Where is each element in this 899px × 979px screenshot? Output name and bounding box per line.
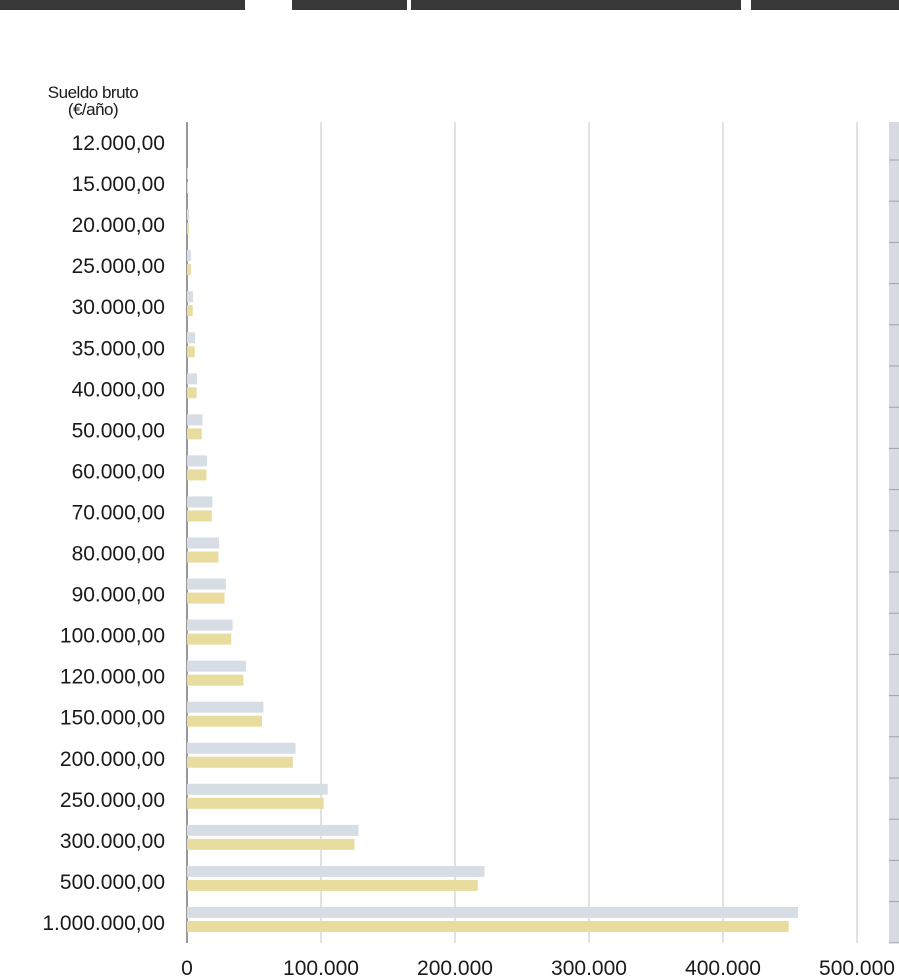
bar-series-2 [187, 756, 293, 768]
bar-series-1 [187, 824, 359, 836]
bar-series-1 [187, 865, 485, 877]
bar-series-2 [187, 674, 244, 686]
bar-series-1 [187, 455, 208, 467]
category-label: 60.000,00 [72, 460, 165, 483]
bar-series-2 [187, 797, 324, 809]
bar-series-1 [187, 209, 190, 221]
category-label: 150.000,00 [60, 707, 165, 730]
bar-series-2 [187, 469, 207, 481]
x-tick-label: 0 [181, 957, 193, 979]
x-tick-label: 400.000 [685, 957, 761, 979]
bar-series-1 [187, 537, 220, 549]
bar-series-2 [187, 387, 197, 399]
bar-series-1 [187, 250, 192, 262]
bar-series-2 [187, 715, 263, 727]
bar-series-2 [187, 551, 219, 563]
y-axis-title-line1: Sueldo bruto [47, 83, 139, 102]
category-label: 15.000,00 [72, 173, 165, 196]
bar-series-2 [187, 920, 789, 932]
category-label: 25.000,00 [72, 255, 165, 278]
bar-series-1 [187, 742, 296, 754]
bar-series-2 [187, 305, 193, 317]
x-tick-label: 100.000 [283, 957, 359, 979]
category-label: 12.000,00 [72, 132, 165, 155]
bar-series-1 [187, 701, 264, 713]
bar-series-2 [187, 223, 189, 235]
category-label: 250.000,00 [60, 789, 165, 812]
category-label: 80.000,00 [72, 543, 165, 566]
x-tick-label: 300.000 [551, 957, 627, 979]
category-label: 40.000,00 [72, 378, 165, 401]
bar-series-1 [187, 291, 194, 303]
right-panel [889, 122, 899, 943]
bar-series-2 [187, 633, 232, 645]
category-label: 100.000,00 [60, 625, 165, 648]
category-label: 30.000,00 [72, 296, 165, 319]
bar-series-1 [187, 578, 226, 590]
bar-series-1 [187, 373, 198, 385]
bar-series-2 [187, 346, 195, 358]
bar-series-2 [187, 838, 355, 850]
category-label: 35.000,00 [72, 337, 165, 360]
bar-series-2 [187, 510, 212, 522]
bar-series-1 [187, 783, 328, 795]
category-label: 500.000,00 [60, 871, 165, 894]
bar-series-1 [187, 906, 799, 918]
category-label: 90.000,00 [72, 584, 165, 607]
category-label: 1.000.000,00 [42, 912, 165, 935]
y-axis-title-line2: (€/año) [67, 100, 119, 119]
bar-series-1 [187, 619, 233, 631]
category-label: 120.000,00 [60, 666, 165, 689]
bar-series-1 [187, 660, 246, 672]
category-label: 70.000,00 [72, 501, 165, 524]
bar-series-1 [187, 332, 196, 344]
x-tick-label: 500.000 [819, 957, 895, 979]
category-label: 20.000,00 [72, 214, 165, 237]
category-label: 50.000,00 [72, 419, 165, 442]
bar-series-2 [187, 428, 202, 440]
bar-series-2 [187, 264, 191, 276]
bar-series-2 [187, 592, 225, 604]
bar-series-1 [187, 414, 203, 426]
category-label: 200.000,00 [60, 748, 165, 771]
cropped-header-text [0, 0, 899, 14]
x-tick-label: 200.000 [417, 957, 493, 979]
category-label: 300.000,00 [60, 830, 165, 853]
bar-series-2 [187, 879, 478, 891]
bar-series-1 [187, 496, 213, 508]
